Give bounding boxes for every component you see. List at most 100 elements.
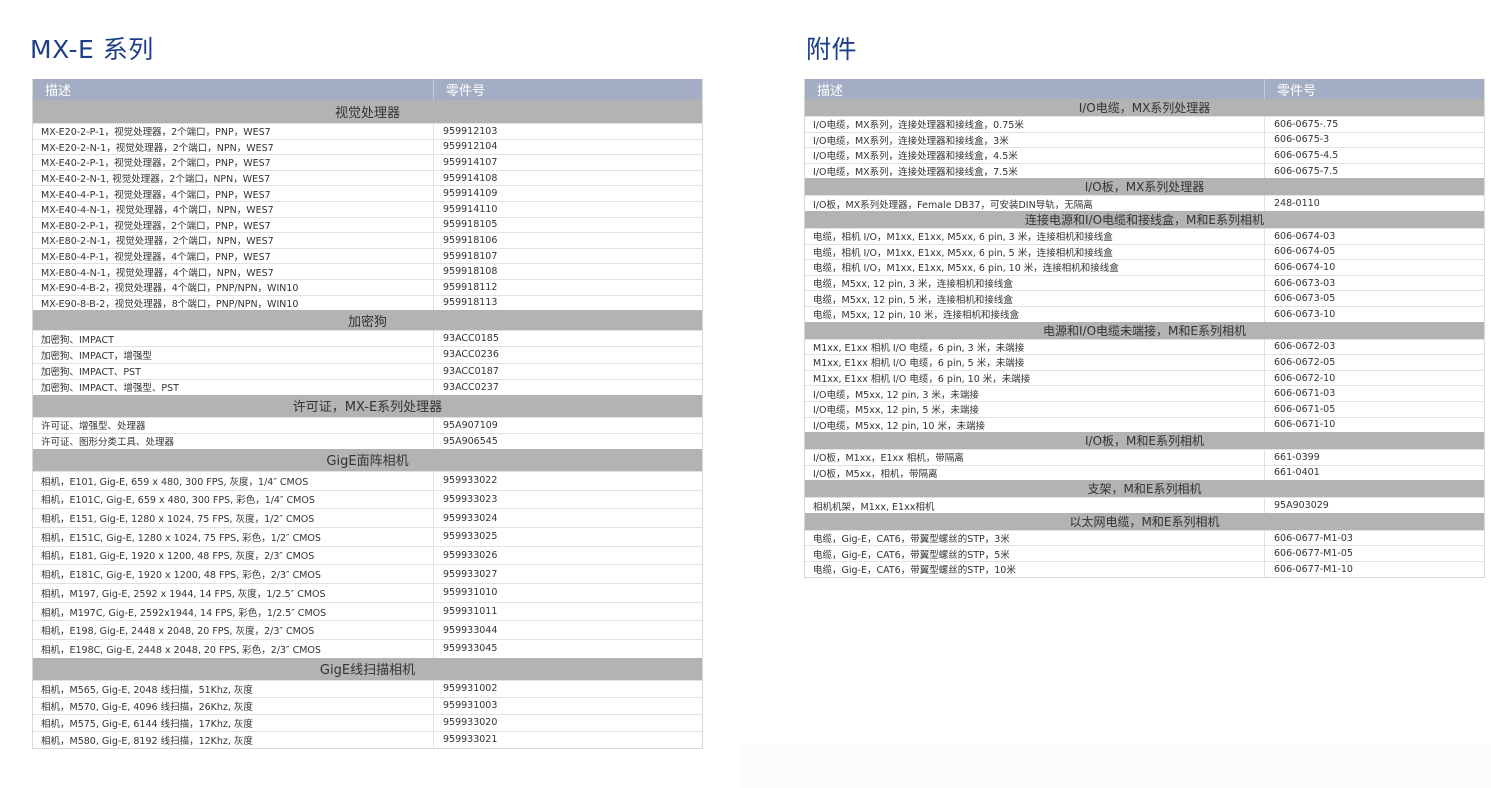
section-header: GigE面阵相机 bbox=[33, 448, 702, 471]
table-row: MX-E40-2-N-1, 视觉处理器，2个端口，NPN，WES7 9599141… bbox=[33, 169, 702, 186]
section-header: I/O板，MX系列处理器 bbox=[805, 178, 1484, 196]
part-number-cell: 959931011 bbox=[443, 606, 498, 618]
table-row: I/O电缆，MX系列，连接处理器和接线盒，0.75米 606-0675-.75 bbox=[805, 116, 1484, 132]
part-number-cell: 606-0673-05 bbox=[1274, 293, 1336, 305]
description-cell: 电缆，M5xx, 12 pin, 5 米，连接相机和接线盒 bbox=[805, 291, 1265, 306]
part-number-cell: 606-0675-4.5 bbox=[1274, 149, 1339, 161]
part-number-cell: 606-0675-3 bbox=[1274, 134, 1330, 146]
part-number-cell: 959912104 bbox=[443, 141, 498, 153]
table-row: I/O板，M1xx，E1xx 相机，带隔离 661-0399 bbox=[805, 449, 1484, 465]
description-cell: 电缆，Gig-E，CAT6，带翼型螺丝的STP，5米 bbox=[805, 546, 1265, 562]
description-cell: M1xx, E1xx 相机 I/O 电缆，6 pin, 5 米，未端接 bbox=[805, 355, 1265, 370]
column-header-description: 描述 bbox=[805, 79, 1265, 99]
part-number-cell: 606-0677-M1-03 bbox=[1274, 532, 1353, 544]
part-number-cell: 959931003 bbox=[443, 700, 498, 712]
column-header-part-number: 零件号 bbox=[1277, 83, 1317, 99]
table-row: 电缆，相机 I/O，M1xx, E1xx, M5xx, 6 pin, 5 米，连… bbox=[805, 243, 1484, 260]
part-number-cell: 606-0674-05 bbox=[1274, 246, 1336, 258]
part-number-cell: 606-0672-05 bbox=[1274, 356, 1336, 368]
description-cell: 相机，M197C, Gig-E, 2592x1944, 14 FPS, 彩色，1… bbox=[33, 602, 434, 621]
section-header: 视觉处理器 bbox=[33, 100, 702, 123]
column-header-part-number: 零件号 bbox=[446, 84, 486, 99]
table-header: 描述 零件号 bbox=[33, 79, 702, 100]
table-row: MX-E80-4-P-1，视觉处理器，4个端口，PNP，WES7 95991810… bbox=[33, 247, 702, 264]
part-number-cell: 93ACC0237 bbox=[443, 381, 499, 393]
part-number-cell: 959918105 bbox=[443, 219, 498, 231]
description-cell: MX-E80-4-P-1，视觉处理器，4个端口，PNP，WES7 bbox=[33, 248, 434, 264]
table-row: 加密狗、IMPACT、PST 93ACC0187 bbox=[33, 362, 702, 379]
part-number-cell: 606-0675-7.5 bbox=[1274, 165, 1339, 177]
table-row: 电缆，相机 I/O，M1xx, E1xx, M5xx, 6 pin, 3 米，连… bbox=[805, 227, 1484, 244]
description-cell: 加密狗、IMPACT bbox=[33, 331, 434, 347]
part-number-cell: 606-0673-03 bbox=[1274, 277, 1336, 289]
table-row: 相机，E101C, Gig-E, 659 x 480, 300 FPS, 彩色，… bbox=[33, 489, 702, 509]
part-number-cell: 959918113 bbox=[443, 297, 498, 309]
part-number-cell: 606-0677-M1-10 bbox=[1274, 563, 1353, 575]
section-header: 以太网电缆，M和E系列相机 bbox=[805, 512, 1484, 530]
description-cell: 相机，E181, Gig-E, 1920 x 1200, 48 FPS, 灰度，… bbox=[33, 546, 434, 565]
description-cell: MX-E80-2-P-1，视觉处理器，2个端口，PNP，WES7 bbox=[33, 217, 434, 233]
section-header: 许可证，MX-E系列处理器 bbox=[33, 394, 702, 417]
table-row: 相机，E181, Gig-E, 1920 x 1200, 48 FPS, 灰度，… bbox=[33, 545, 702, 565]
part-number-cell: 95A907109 bbox=[443, 419, 498, 431]
description-cell: 电缆，M5xx, 12 pin, 3 米，连接相机和接线盒 bbox=[805, 275, 1265, 291]
part-number-cell: 959933021 bbox=[443, 734, 498, 746]
section-header: I/O板，M和E系列相机 bbox=[805, 432, 1484, 450]
description-cell: 相机，M197, Gig-E, 2592 x 1944, 14 FPS, 灰度，… bbox=[33, 584, 434, 602]
description-cell: MX-E40-2-P-1，视觉处理器，2个端口，PNP，WES7 bbox=[33, 155, 434, 170]
part-number-cell: 959933023 bbox=[443, 493, 498, 505]
table-row: I/O板，MX系列处理器，Female DB37，可安装DIN导轨，无隔离 248… bbox=[805, 195, 1484, 211]
table-row: 电缆，M5xx, 12 pin, 10 米，连接相机和接线盒 606-0673-1… bbox=[805, 305, 1484, 322]
part-number-cell: 606-0674-03 bbox=[1274, 230, 1336, 242]
table-row: MX-E20-2-P-1，视觉处理器，2个端口，PNP，WES7 95991210… bbox=[33, 123, 702, 139]
table-row: 相机，E181C, Gig-E, 1920 x 1200, 48 FPS, 彩色… bbox=[33, 564, 702, 583]
description-cell: M1xx, E1xx 相机 I/O 电缆，6 pin, 10 米，未端接 bbox=[805, 370, 1265, 386]
table-row: MX-E90-8-B-2，视觉处理器，8个端口，PNP/NPN，WIN10 959… bbox=[33, 294, 702, 311]
table-row: 加密狗、IMPACT、增强型、PST 93ACC0237 bbox=[33, 378, 702, 395]
section-header: 支架，M和E系列相机 bbox=[805, 480, 1484, 498]
table-row: I/O电缆，MX系列，连接处理器和接线盒，3米 606-0675-3 bbox=[805, 131, 1484, 148]
part-number-cell: 606-0673-10 bbox=[1274, 308, 1336, 320]
description-cell: 相机，E198C, Gig-E, 2448 x 2048, 20 FPS, 彩色… bbox=[33, 640, 434, 658]
table-row: 许可证、增强型、处理器 95A907109 bbox=[33, 416, 702, 433]
table-row: I/O电缆，MX系列，连接处理器和接线盒，4.5米 606-0675-4.5 bbox=[805, 147, 1484, 163]
part-number-cell: 606-0677-M1-05 bbox=[1274, 548, 1353, 560]
description-cell: MX-E40-4-N-1，视觉处理器，4个端口，NPN，WES7 bbox=[33, 201, 434, 217]
description-cell: 电缆，Gig-E，CAT6，带翼型螺丝的STP，10米 bbox=[805, 562, 1265, 577]
description-cell: MX-E80-2-N-1，视觉处理器，2个端口，NPN，WES7 bbox=[33, 233, 434, 248]
table-row: M1xx, E1xx 相机 I/O 电缆，6 pin, 3 米，未端接 606-0… bbox=[805, 338, 1484, 355]
table-row: 电缆，Gig-E，CAT6，带翼型螺丝的STP，10米 606-0677-M1-1… bbox=[805, 561, 1484, 577]
part-number-cell: 959933045 bbox=[443, 643, 498, 655]
description-cell: I/O电缆，MX系列，连接处理器和接线盒，4.5米 bbox=[805, 148, 1265, 163]
description-cell: I/O板，M1xx，E1xx 相机，带隔离 bbox=[805, 450, 1265, 465]
section-header: 电源和I/O电缆未端接，M和E系列相机 bbox=[805, 321, 1484, 339]
table-row: 加密狗、IMPACT，增强型 93ACC0236 bbox=[33, 346, 702, 363]
table-row: 电缆，M5xx, 12 pin, 3 米，连接相机和接线盒 606-0673-03 bbox=[805, 274, 1484, 291]
accessories-parts-table: 描述 零件号 I/O电缆，MX系列处理器 I/O电缆，MX系列，连接处理器和接线盒，0… bbox=[804, 79, 1485, 578]
part-number-cell: 606-0674-10 bbox=[1274, 261, 1336, 273]
part-number-cell: 959933044 bbox=[443, 624, 498, 636]
description-cell: 电缆，相机 I/O，M1xx, E1xx, M5xx, 6 pin, 10 米，… bbox=[805, 260, 1265, 275]
part-number-cell: 959914108 bbox=[443, 172, 498, 184]
part-number-cell: 959931010 bbox=[443, 587, 498, 599]
table-header: 描述 零件号 bbox=[805, 79, 1484, 99]
description-cell: MX-E20-2-P-1，视觉处理器，2个端口，PNP，WES7 bbox=[33, 124, 434, 139]
table-row: 相机，E101, Gig-E, 659 x 480, 300 FPS, 灰度，1… bbox=[33, 470, 702, 490]
part-number-cell: 959933027 bbox=[443, 568, 498, 580]
table-row: I/O电缆，M5xx, 12 pin, 10 米，未端接 606-0671-10 bbox=[805, 416, 1484, 433]
description-cell: 相机机架，M1xx, E1xx相机 bbox=[805, 498, 1265, 513]
table-row: MX-E20-2-N-1，视觉处理器，2个端口，NPN，WES7 95991210… bbox=[33, 138, 702, 155]
part-number-cell: 93ACC0185 bbox=[443, 333, 499, 345]
table-row: MX-E40-4-N-1，视觉处理器，4个端口，NPN，WES7 95991411… bbox=[33, 200, 702, 217]
part-number-cell: 248-0110 bbox=[1274, 198, 1320, 210]
description-cell: MX-E20-2-N-1，视觉处理器，2个端口，NPN，WES7 bbox=[33, 139, 434, 155]
part-number-cell: 606-0671-10 bbox=[1274, 419, 1336, 431]
mx-e-parts-table: 描述 零件号 视觉处理器 MX-E20-2-P-1，视觉处理器，2个端口，PNP，WE… bbox=[32, 79, 703, 749]
table-row: 相机，E198C, Gig-E, 2448 x 2048, 20 FPS, 彩色… bbox=[33, 639, 702, 658]
part-number-cell: 959918107 bbox=[443, 250, 498, 262]
description-cell: 相机，E151, Gig-E, 1280 x 1024, 75 FPS, 灰度，… bbox=[33, 509, 434, 527]
description-cell: 加密狗、IMPACT、增强型、PST bbox=[33, 379, 434, 395]
part-number-cell: 959933025 bbox=[443, 531, 498, 543]
part-number-cell: 959914107 bbox=[443, 156, 498, 168]
table-row: 相机，M575, Gig-E, 6144 线扫描，17Khz, 灰度 959933… bbox=[33, 713, 702, 731]
